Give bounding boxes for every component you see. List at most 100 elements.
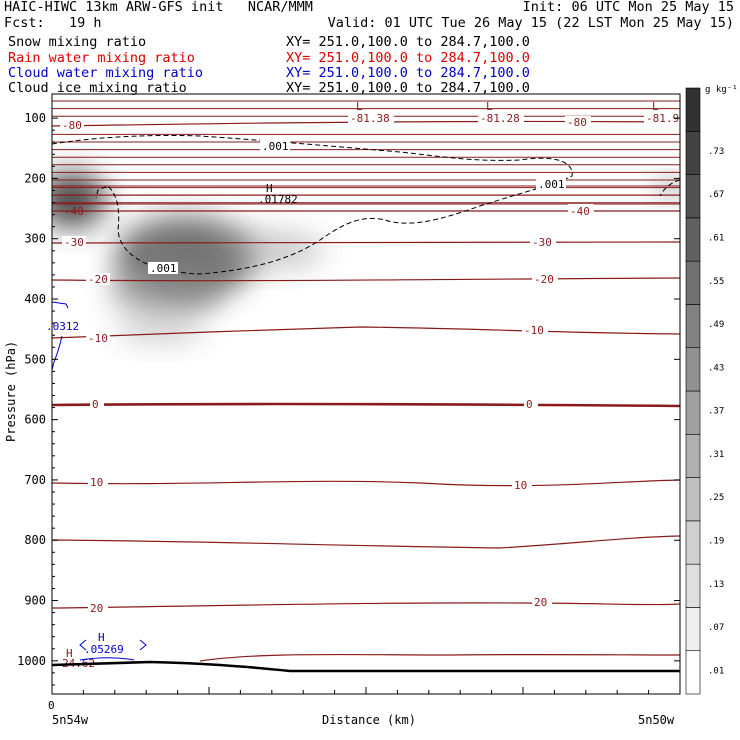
y-tick-label: 200 bbox=[24, 171, 46, 185]
low-marker-2: L bbox=[486, 100, 493, 113]
contour-minus-10 bbox=[52, 326, 680, 339]
strat-contour-line bbox=[52, 100, 680, 102]
colorbar-cell bbox=[685, 477, 701, 522]
colorbar-cell bbox=[685, 174, 701, 219]
x-axis-title: Distance (km) bbox=[322, 713, 416, 727]
colorbar-label: .19 bbox=[708, 537, 724, 547]
label-minus-10: -10 bbox=[88, 332, 108, 345]
label-zero-right: 0 bbox=[526, 398, 533, 411]
y-axis-title: Pressure (hPa) bbox=[4, 341, 18, 442]
colorbar-cell bbox=[685, 87, 701, 132]
colorbar-label: .25 bbox=[708, 493, 724, 503]
strat-contour-line bbox=[52, 202, 680, 204]
ice-label-2: .001 bbox=[538, 178, 565, 191]
colorbar-label: .01 bbox=[708, 666, 724, 676]
label-20: 20 bbox=[90, 602, 103, 615]
label-minus-30: -30 bbox=[64, 236, 84, 249]
colorbar-cell bbox=[685, 607, 701, 652]
strat-contour-line bbox=[52, 164, 680, 166]
cloud-water-contours bbox=[51, 301, 147, 661]
label-minus-20: -20 bbox=[88, 273, 108, 286]
y-tick-label: 300 bbox=[24, 232, 46, 246]
high-value-ice: .01782 bbox=[258, 193, 298, 206]
field-xy-rain: XY= 251.0,100.0 to 284.7,100.0 bbox=[286, 50, 530, 66]
label-minus-80-right: -80 bbox=[567, 116, 587, 129]
contour-10 bbox=[52, 479, 680, 487]
y-tick-label: 100 bbox=[24, 111, 46, 125]
label-minus-40: -40 bbox=[64, 205, 84, 218]
colorbar-label: .37 bbox=[708, 407, 724, 417]
label-minus-20-right: -20 bbox=[534, 273, 554, 286]
colorbar-cell bbox=[685, 650, 701, 695]
terrain-line bbox=[51, 660, 680, 673]
strat-contour-line bbox=[52, 148, 680, 151]
colorbar-cell bbox=[685, 217, 701, 262]
y-tick-label: 800 bbox=[24, 533, 46, 547]
header-line2-left: Fcst: 19 h bbox=[4, 15, 102, 31]
ice-label-1: .001 bbox=[262, 140, 289, 153]
extrema-labels: L -81.38 L -81.28 L -81.9 H .01782 H .05… bbox=[46, 100, 680, 670]
y-tick-label: 600 bbox=[24, 413, 46, 427]
label-zero: 0 bbox=[92, 398, 99, 411]
mixing-ratio-shading bbox=[52, 172, 680, 346]
colorbar-cell bbox=[685, 347, 701, 392]
x-axis-ticks bbox=[51, 687, 681, 694]
strat-contour-line bbox=[52, 186, 680, 189]
y-tick-label: 400 bbox=[24, 292, 46, 306]
colorbar-cell bbox=[685, 433, 701, 478]
field-label-cloud-water: Cloud water mixing ratio bbox=[8, 65, 204, 81]
header-line1-right: Init: 06 UTC Mon 25 May 15 bbox=[522, 0, 734, 15]
label-minus-10-right: -10 bbox=[524, 324, 544, 337]
label-minus-80: -80 bbox=[62, 119, 82, 132]
colorbar-label: .43 bbox=[708, 363, 724, 373]
ice-label-3: .001 bbox=[150, 262, 177, 275]
colorbar-label: .07 bbox=[708, 623, 724, 633]
header-line2-right: Valid: 01 UTC Tue 26 May 15 (22 LST Mon … bbox=[327, 15, 734, 31]
colorbar-label: .49 bbox=[708, 320, 724, 330]
field-xy-cloud-ice: XY= 251.0,100.0 to 284.7,100.0 bbox=[286, 80, 530, 96]
low-marker-1: L bbox=[356, 100, 363, 113]
low-marker-3: L bbox=[652, 100, 659, 113]
colorbar-label: .31 bbox=[708, 450, 724, 460]
contour-minus-30 bbox=[52, 241, 680, 244]
x-tick-label-zero: 0 bbox=[48, 699, 55, 712]
low-value-3: -81.9 bbox=[646, 112, 679, 125]
x-end-label-left: 5n54w bbox=[52, 713, 89, 727]
colorbar-unit: g kg⁻¹ bbox=[705, 85, 738, 95]
colorbar-label: .13 bbox=[708, 580, 724, 590]
cloud-ice-labels: .001 .001 .001 bbox=[148, 140, 566, 275]
strat-contour-line bbox=[52, 179, 680, 181]
label-minus-40-right: -40 bbox=[570, 205, 590, 218]
colorbar-label: .61 bbox=[708, 234, 724, 244]
y-tick-label: 900 bbox=[24, 594, 46, 608]
y-tick-label: 700 bbox=[24, 473, 46, 487]
colorbar-cell bbox=[685, 563, 701, 608]
contour-minus-20 bbox=[52, 277, 680, 282]
y-tick-label: 500 bbox=[24, 352, 46, 366]
contour-15 bbox=[52, 535, 680, 549]
cloud-water-label-left: .0312 bbox=[46, 320, 79, 333]
field-label-snow: Snow mixing ratio bbox=[8, 34, 147, 50]
colorbar-label: .73 bbox=[708, 147, 724, 157]
y-tick-label: 1000 bbox=[17, 654, 46, 668]
label-minus-30-right: -30 bbox=[532, 236, 552, 249]
high-marker-temp: H bbox=[66, 647, 73, 660]
label-10-right: 10 bbox=[514, 479, 527, 492]
colorbar-label: .67 bbox=[708, 190, 724, 200]
colorbar-cell bbox=[685, 520, 701, 565]
contour-20 bbox=[52, 602, 680, 609]
high-marker-ice: H bbox=[266, 182, 273, 195]
field-label-cloud-ice: Cloud ice mixing ratio bbox=[8, 80, 187, 96]
contour-25 bbox=[199, 653, 680, 662]
x-end-label-right: 5n50w bbox=[638, 713, 675, 727]
strat-contour-line bbox=[52, 141, 680, 143]
header-line1-left: HAIC-HIWC 13km ARW-GFS init NCAR/MMM bbox=[4, 0, 313, 15]
field-xy-snow: XY= 251.0,100.0 to 284.7,100.0 bbox=[286, 34, 530, 50]
field-xy-cloud-water: XY= 251.0,100.0 to 284.7,100.0 bbox=[286, 65, 530, 81]
colorbar-cell bbox=[685, 304, 701, 349]
low-value-1: -81.38 bbox=[350, 112, 390, 125]
strat-contour-line bbox=[52, 156, 680, 158]
strat-contour-line bbox=[52, 133, 680, 136]
